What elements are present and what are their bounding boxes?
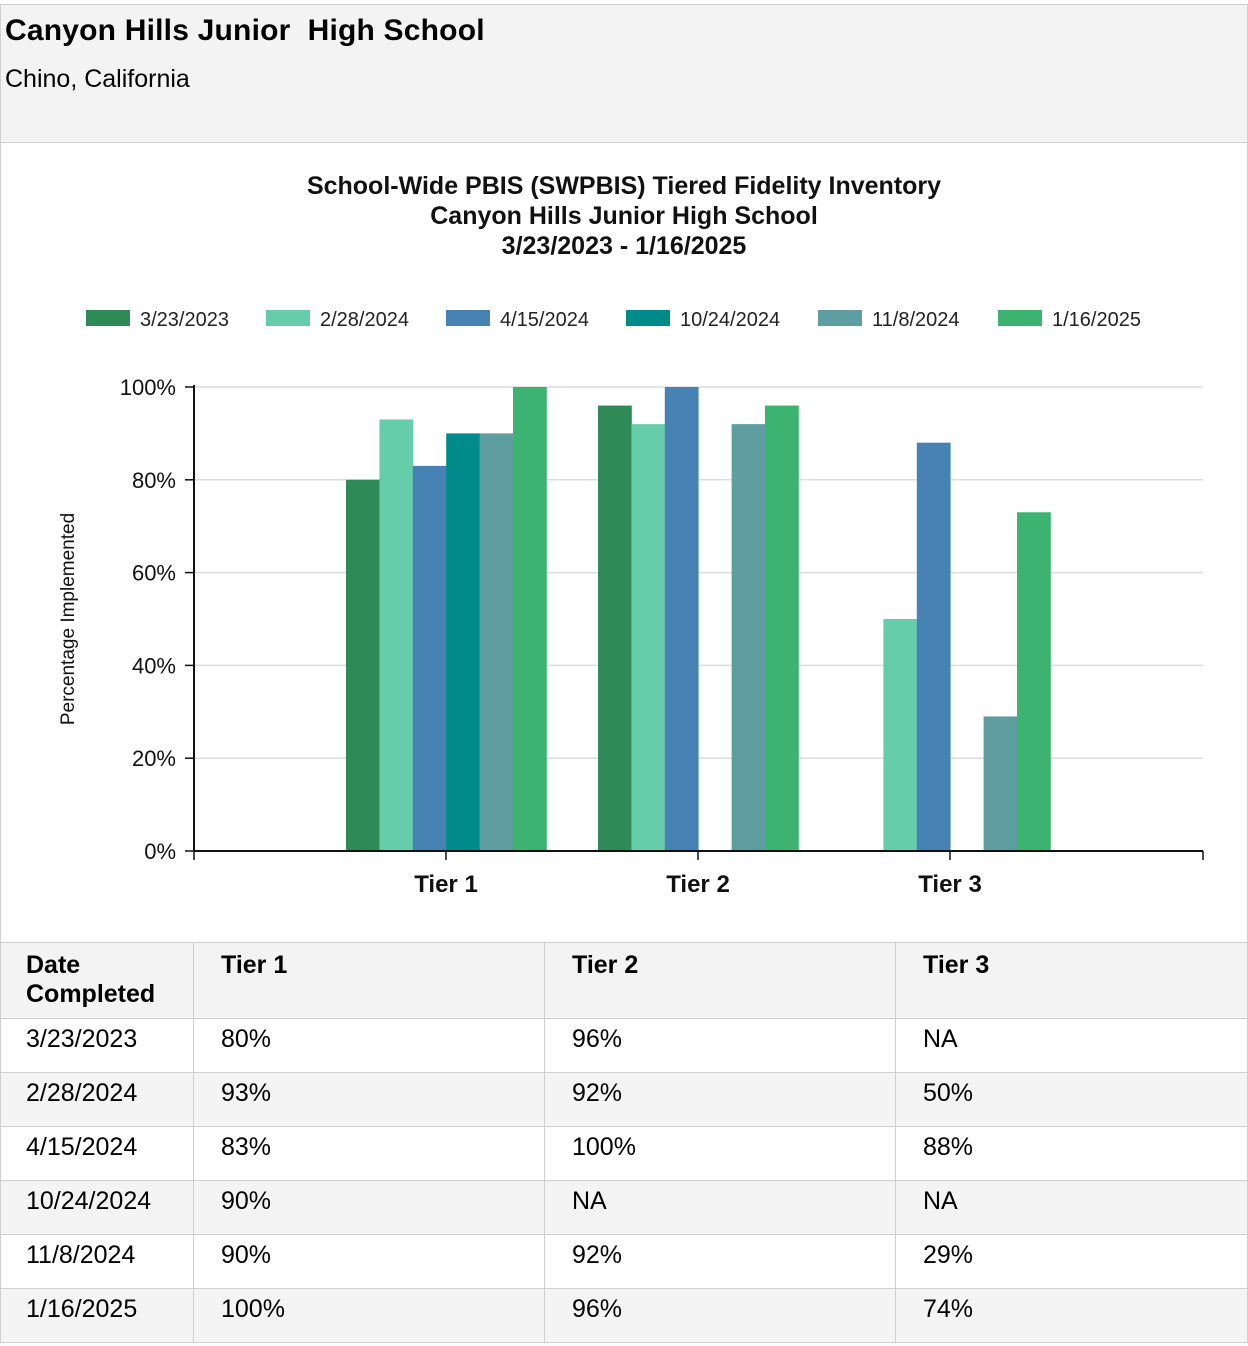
legend-label: 11/8/2024 xyxy=(872,309,960,331)
table-row: 4/15/2024 83% 100% 88% xyxy=(0,1126,1248,1181)
legend-swatch xyxy=(818,310,862,326)
bar xyxy=(983,716,1018,851)
bar xyxy=(379,419,414,851)
cell-tier-2: 100% xyxy=(544,1126,896,1181)
legend-swatch xyxy=(266,310,310,326)
legend-label: 3/23/2023 xyxy=(140,309,229,331)
cell-tier-3: NA xyxy=(895,1180,1248,1235)
y-tick-label: 60% xyxy=(132,561,176,586)
cell-tier-3: 88% xyxy=(895,1126,1248,1181)
y-tick-label: 40% xyxy=(132,653,176,678)
bar xyxy=(664,387,699,851)
legend-swatch xyxy=(626,310,670,326)
table-row: 2/28/2024 93% 92% 50% xyxy=(0,1072,1248,1127)
y-tick-label: 80% xyxy=(132,468,176,493)
bar xyxy=(598,405,632,851)
bar xyxy=(446,433,480,851)
cell-tier-3: 50% xyxy=(895,1072,1248,1127)
table-row: 10/24/2024 90% NA NA xyxy=(0,1180,1248,1235)
cell-tier-3: NA xyxy=(895,1018,1248,1073)
cell-tier-2: 96% xyxy=(544,1288,896,1343)
cell-tier-2: 96% xyxy=(544,1018,896,1073)
legend-swatch xyxy=(86,310,130,326)
bar xyxy=(883,619,918,851)
cell-date: 3/23/2023 xyxy=(0,1018,194,1073)
cell-date: 11/8/2024 xyxy=(0,1234,194,1289)
bar xyxy=(513,387,547,851)
cell-date: 4/15/2024 xyxy=(0,1126,194,1181)
bar-chart: School-Wide PBIS (SWPBIS) Tiered Fidelit… xyxy=(58,172,1204,898)
legend-label: 10/24/2024 xyxy=(680,309,780,331)
header-tier-2: Tier 2 xyxy=(544,942,896,1019)
chart-title-line: School-Wide PBIS (SWPBIS) Tiered Fidelit… xyxy=(307,172,941,200)
cell-tier-1: 100% xyxy=(193,1288,545,1343)
bar xyxy=(765,405,799,851)
table-row: 1/16/2025 100% 96% 74% xyxy=(0,1288,1248,1343)
report-header: Canyon Hills Junior High School Chino, C… xyxy=(0,4,1248,143)
school-location: Chino, California xyxy=(5,65,190,93)
legend-label: 2/28/2024 xyxy=(320,309,409,331)
cell-tier-1: 90% xyxy=(193,1234,545,1289)
school-name: Canyon Hills Junior High School xyxy=(5,14,485,47)
cell-tier-2: 92% xyxy=(544,1072,896,1127)
chart-title-line: Canyon Hills Junior High School xyxy=(430,202,818,230)
y-tick-label: 100% xyxy=(120,375,176,400)
header-tier-3: Tier 3 xyxy=(895,942,1248,1019)
y-tick-label: 0% xyxy=(144,839,176,864)
x-tick-label: Tier 2 xyxy=(666,871,730,898)
header-date-completed: Date Completed xyxy=(0,942,194,1019)
bar xyxy=(412,465,447,851)
cell-tier-2: NA xyxy=(544,1180,896,1235)
results-table: Date Completed Tier 1 Tier 2 Tier 3 3/23… xyxy=(0,942,1248,1343)
chart-title-line: 3/23/2023 - 1/16/2025 xyxy=(502,232,747,260)
bar xyxy=(1017,512,1051,851)
x-tick-label: Tier 1 xyxy=(414,871,478,898)
cell-tier-2: 92% xyxy=(544,1234,896,1289)
bar xyxy=(346,479,380,851)
legend-swatch xyxy=(998,310,1042,326)
cell-tier-3: 74% xyxy=(895,1288,1248,1343)
legend-swatch xyxy=(446,310,490,326)
table-row: 3/23/2023 80% 96% NA xyxy=(0,1018,1248,1073)
table-header-row: Date Completed Tier 1 Tier 2 Tier 3 xyxy=(0,942,1248,1019)
cell-tier-1: 93% xyxy=(193,1072,545,1127)
bar xyxy=(479,433,514,851)
cell-tier-1: 90% xyxy=(193,1180,545,1235)
cell-tier-1: 83% xyxy=(193,1126,545,1181)
bar xyxy=(731,424,766,851)
y-tick-label: 20% xyxy=(132,746,176,771)
legend-label: 4/15/2024 xyxy=(500,309,589,331)
legend-label: 1/16/2025 xyxy=(1052,309,1141,331)
cell-date: 10/24/2024 xyxy=(0,1180,194,1235)
cell-tier-3: 29% xyxy=(895,1234,1248,1289)
bar xyxy=(631,424,666,851)
cell-date: 2/28/2024 xyxy=(0,1072,194,1127)
x-tick-label: Tier 3 xyxy=(918,871,982,898)
table-row: 11/8/2024 90% 92% 29% xyxy=(0,1234,1248,1289)
chart-container: School-Wide PBIS (SWPBIS) Tiered Fidelit… xyxy=(0,142,1248,942)
y-axis-label: Percentage Implemented xyxy=(58,513,79,725)
header-tier-1: Tier 1 xyxy=(193,942,545,1019)
cell-date: 1/16/2025 xyxy=(0,1288,194,1343)
cell-tier-1: 80% xyxy=(193,1018,545,1073)
bar xyxy=(916,442,951,851)
